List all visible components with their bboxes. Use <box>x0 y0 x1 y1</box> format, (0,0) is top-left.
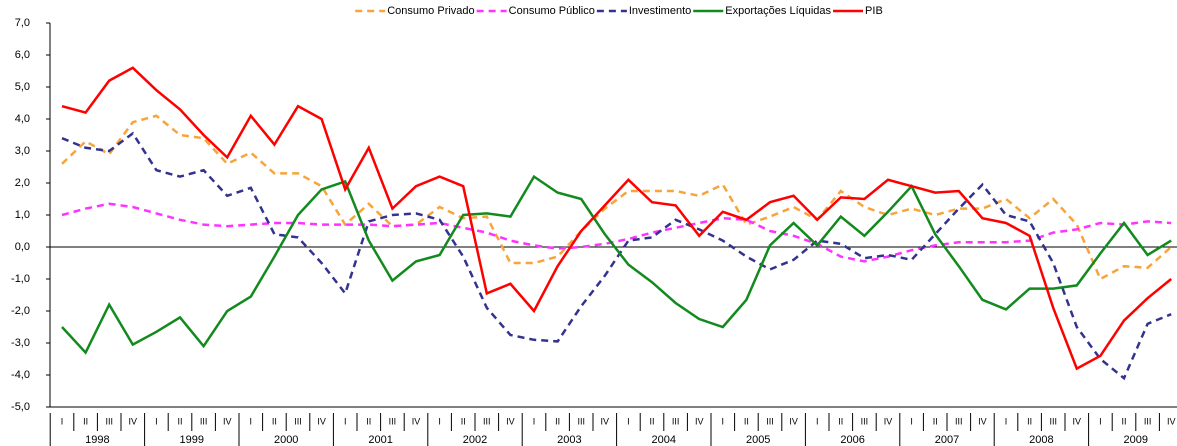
legend-label: Consumo Privado <box>387 5 474 17</box>
x-tick-label: I <box>816 416 819 426</box>
y-tick-label: -5,0 <box>11 401 30 413</box>
x-tick-label: III <box>577 416 585 426</box>
x-tick-label: III <box>1144 416 1152 426</box>
x-tick-label: IV <box>884 416 893 426</box>
x-tick-label: I <box>627 416 630 426</box>
year-label: 2004 <box>652 434 676 446</box>
x-tick-label: II <box>83 416 88 426</box>
x-tick-label: IV <box>695 416 704 426</box>
year-label: 2000 <box>274 434 298 446</box>
x-tick-label: III <box>200 416 208 426</box>
x-tick-label: IV <box>789 416 798 426</box>
series-line <box>61 66 1172 371</box>
x-tick-label: IV <box>601 416 610 426</box>
x-tick-label: IV <box>1073 416 1082 426</box>
x-tick-label: II <box>461 416 466 426</box>
x-tick-label: II <box>933 416 938 426</box>
x-tick-label: II <box>744 416 749 426</box>
y-tick-label: 6,0 <box>15 49 30 61</box>
x-tick-label: III <box>483 416 491 426</box>
year-label: 2007 <box>935 434 959 446</box>
x-tick-label: III <box>389 416 397 426</box>
year-label: 2009 <box>1124 434 1148 446</box>
x-tick-label: I <box>1099 416 1102 426</box>
x-tick-label: IV <box>978 416 987 426</box>
x-tick-label: III <box>672 416 680 426</box>
legend-label: Investimento <box>629 5 691 17</box>
year-label: 2006 <box>840 434 864 446</box>
series-line <box>61 114 1173 281</box>
x-tick-label: IV <box>506 416 515 426</box>
y-tick-label: 7,0 <box>15 17 30 29</box>
legend-label: Consumo Público <box>509 5 595 17</box>
x-tick-label: I <box>344 416 347 426</box>
series-line <box>61 131 1172 381</box>
x-tick-label: II <box>177 416 182 426</box>
x-tick-label: I <box>1005 416 1008 426</box>
year-label: 2008 <box>1029 434 1053 446</box>
x-tick-label: I <box>61 416 64 426</box>
year-label: 2003 <box>557 434 581 446</box>
x-tick-label: IV <box>412 416 421 426</box>
x-tick-label: IV <box>223 416 232 426</box>
x-tick-label: II <box>555 416 560 426</box>
x-tick-label: I <box>250 416 253 426</box>
year-label: 2001 <box>368 434 392 446</box>
y-tick-label: 4,0 <box>15 113 30 125</box>
y-tick-label: -1,0 <box>11 273 30 285</box>
x-tick-label: I <box>155 416 158 426</box>
x-tick-label: II <box>838 416 843 426</box>
x-tick-label: I <box>438 416 441 426</box>
x-tick-label: IV <box>129 416 138 426</box>
y-tick-label: 5,0 <box>15 81 30 93</box>
x-tick-label: II <box>1121 416 1126 426</box>
legend-label: Exportações Líquidas <box>725 5 831 17</box>
y-tick-label: 3,0 <box>15 145 30 157</box>
year-label: 1999 <box>180 434 204 446</box>
y-tick-label: -3,0 <box>11 337 30 349</box>
x-tick-label: III <box>1049 416 1057 426</box>
x-tick-label: IV <box>1167 416 1176 426</box>
x-tick-label: IV <box>317 416 326 426</box>
year-label: 1998 <box>85 434 109 446</box>
year-label: 2005 <box>746 434 770 446</box>
y-tick-label: 0,0 <box>15 241 30 253</box>
y-tick-label: 2,0 <box>15 177 30 189</box>
x-tick-label: I <box>910 416 913 426</box>
y-tick-label: 1,0 <box>15 209 30 221</box>
x-tick-label: I <box>722 416 725 426</box>
year-label: 2002 <box>463 434 487 446</box>
x-tick-label: III <box>766 416 774 426</box>
x-tick-label: III <box>955 416 963 426</box>
x-tick-label: III <box>105 416 113 426</box>
x-tick-label: III <box>861 416 869 426</box>
x-tick-label: III <box>294 416 302 426</box>
y-tick-label: -2,0 <box>11 305 30 317</box>
x-tick-label: I <box>533 416 536 426</box>
x-tick-label: II <box>272 416 277 426</box>
x-tick-label: II <box>649 416 654 426</box>
legend-label: PIB <box>865 5 883 17</box>
series-line <box>61 174 1172 355</box>
y-tick-label: -4,0 <box>11 369 30 381</box>
x-tick-label: II <box>1027 416 1032 426</box>
x-tick-label: II <box>366 416 371 426</box>
